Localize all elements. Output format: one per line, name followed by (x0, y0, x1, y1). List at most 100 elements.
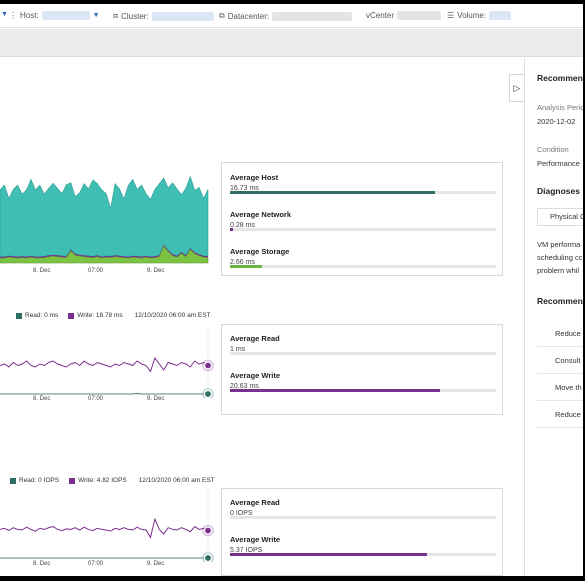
metric-value: 0 IOPS (230, 510, 253, 517)
metric-bar-fill (230, 191, 435, 194)
analysis-period-value: 2020-12-02 (537, 117, 576, 126)
series-line-write (0, 517, 209, 539)
x-tick-label: 8. Dec (33, 561, 51, 567)
metric-value: 16.73 ms (230, 185, 259, 192)
metric-value: 5.37 IOPS (230, 547, 263, 554)
filter-label: Datacenter: (227, 11, 270, 21)
hover-marker-halo (202, 524, 214, 537)
legend-read[interactable]: Read: 0 ms (25, 312, 59, 319)
filter-vcenter[interactable]: vCenter (366, 11, 442, 20)
main-content: 8. Dec 07:00 9. Dec Average Host 16.73 m… (0, 58, 510, 576)
area-storage (0, 245, 209, 264)
filter-host[interactable]: ⋮ Host: ▼ (9, 11, 100, 20)
metric-title: Average Network (230, 210, 291, 219)
metric-average-write: Average Write 20.63 ms (230, 371, 496, 392)
metric-bar-fill (230, 553, 427, 556)
metric-average-write: Average Write 5.37 IOPS (230, 535, 496, 556)
metric-bar-track (230, 228, 496, 231)
filter-bar: ▼ ⋮ Host: ▼ ⧈ Cluster: ⧉ Datacenter: vCe… (0, 4, 583, 28)
area-host (0, 175, 209, 258)
cluster-icon: ⧈ (113, 11, 119, 20)
metric-title: Average Storage (230, 247, 290, 256)
hover-marker-read[interactable] (203, 553, 213, 562)
redacted-value (272, 11, 353, 21)
legend-write[interactable]: Write: 4.82 IOPS (78, 477, 127, 484)
recommendation-item[interactable]: Reduce (537, 401, 583, 428)
x-tick-label: 07:00 (88, 268, 104, 274)
x-tick-label: 9. Dec (147, 396, 165, 402)
chevron-down-icon[interactable]: ▼ (92, 12, 100, 19)
x-tick-label: 8. Dec (33, 268, 51, 274)
metric-value: 1 ms (230, 346, 246, 353)
latency-metrics-panel: Average Host 16.73 ms Average Network 0.… (221, 162, 503, 276)
recommendations-title: Recommenc (537, 296, 583, 306)
filter-datacenter[interactable]: ⧉ Datacenter: (219, 11, 353, 21)
recommendation-item[interactable]: Move th (537, 374, 583, 401)
collapse-panel-button[interactable]: ▷ (509, 74, 524, 102)
redacted-value (397, 11, 442, 20)
analysis-period-label: Analysis Peric (537, 103, 583, 112)
recommendations-panel: Recommenc Analysis Peric 2020-12-02 Cond… (524, 58, 583, 576)
triangle-right-icon: ▷ (513, 82, 521, 93)
iops-chart[interactable] (0, 490, 216, 562)
rw-latency-chart[interactable] (0, 326, 216, 398)
filter-volume[interactable]: ☰ Volume: (447, 11, 512, 20)
recommendation-item[interactable]: Consult (537, 347, 583, 374)
x-tick-label: 8. Dec (33, 396, 51, 402)
app-frame: ▼ ⋮ Host: ▼ ⧈ Cluster: ⧉ Datacenter: vCe… (0, 4, 583, 576)
metric-average-network: Average Network 0.28 ms (230, 210, 496, 231)
metric-average-storage: Average Storage 2.66 ms (230, 247, 496, 268)
filter-label: Volume: (457, 11, 487, 20)
metric-average-read: Average Read 1 ms (230, 334, 496, 355)
read-swatch (16, 312, 22, 319)
rw-latency-legend: Read: 0 ms Write: 18.78 ms 12/10/2020 06… (16, 312, 211, 319)
volume-icon: ☰ (447, 11, 455, 20)
iops-legend: Read: 0 IOPS Write: 4.82 IOPS 12/10/2020… (10, 477, 215, 484)
panel-title: Recommenc (537, 73, 583, 83)
metric-value: 20.63 ms (230, 383, 259, 390)
legend-read[interactable]: Read: 0 IOPS (19, 477, 60, 484)
x-tick-label: 07:00 (88, 396, 104, 402)
metric-value: 2.66 ms (230, 259, 255, 266)
metric-bar-track (230, 265, 496, 268)
filter-cluster[interactable]: ⧈ Cluster: (113, 11, 214, 21)
metric-title: Average Write (230, 371, 281, 380)
write-swatch (69, 477, 76, 484)
latency-breakdown-chart[interactable] (0, 173, 212, 273)
iops-metrics-panel: Average Read 0 IOPS Average Write 5.37 I… (221, 488, 503, 576)
read-swatch (10, 477, 16, 484)
diagnoses-title: Diagnoses (537, 186, 580, 196)
toolbar-strip (0, 29, 583, 57)
metric-average-host: Average Host 16.73 ms (230, 173, 496, 194)
diagnosis-tab[interactable]: Physical C (537, 208, 583, 226)
recommendation-item[interactable]: Reduce (537, 320, 583, 347)
diagnosis-description-line: VM performa (537, 240, 581, 249)
filter-label: Host: (20, 11, 39, 20)
hover-marker-halo (202, 552, 214, 562)
metric-bar-track (230, 352, 496, 355)
series-line-read (0, 392, 208, 395)
redacted-value (489, 11, 512, 20)
metric-bar-fill (230, 389, 441, 392)
hover-marker-halo (202, 359, 214, 372)
metric-bar-track (230, 516, 496, 519)
redacted-value (151, 11, 214, 21)
x-tick-label: 9. Dec (147, 268, 165, 274)
hover-marker-write[interactable] (203, 361, 213, 370)
hover-marker-write[interactable] (203, 526, 213, 535)
hover-marker-read[interactable] (203, 389, 213, 398)
host-icon: ⋮ (9, 11, 17, 20)
datacenter-icon: ⧉ (219, 11, 225, 20)
filter-label: vCenter (366, 11, 395, 20)
metric-bar-fill (230, 228, 233, 231)
diagnosis-description-line: problem whil (537, 266, 580, 275)
metric-title: Average Read (230, 498, 280, 507)
legend-timestamp: 12/10/2020 06:00 am EST (134, 312, 211, 319)
metric-bar-track (230, 389, 496, 392)
x-tick-label: 9. Dec (147, 561, 165, 567)
filter-label: Cluster: (121, 11, 149, 21)
legend-write[interactable]: Write: 18.78 ms (77, 312, 123, 319)
metric-bar-fill (230, 265, 262, 268)
filter-dropdown-caret[interactable]: ▼ (1, 11, 8, 18)
metric-bar-track (230, 553, 496, 556)
